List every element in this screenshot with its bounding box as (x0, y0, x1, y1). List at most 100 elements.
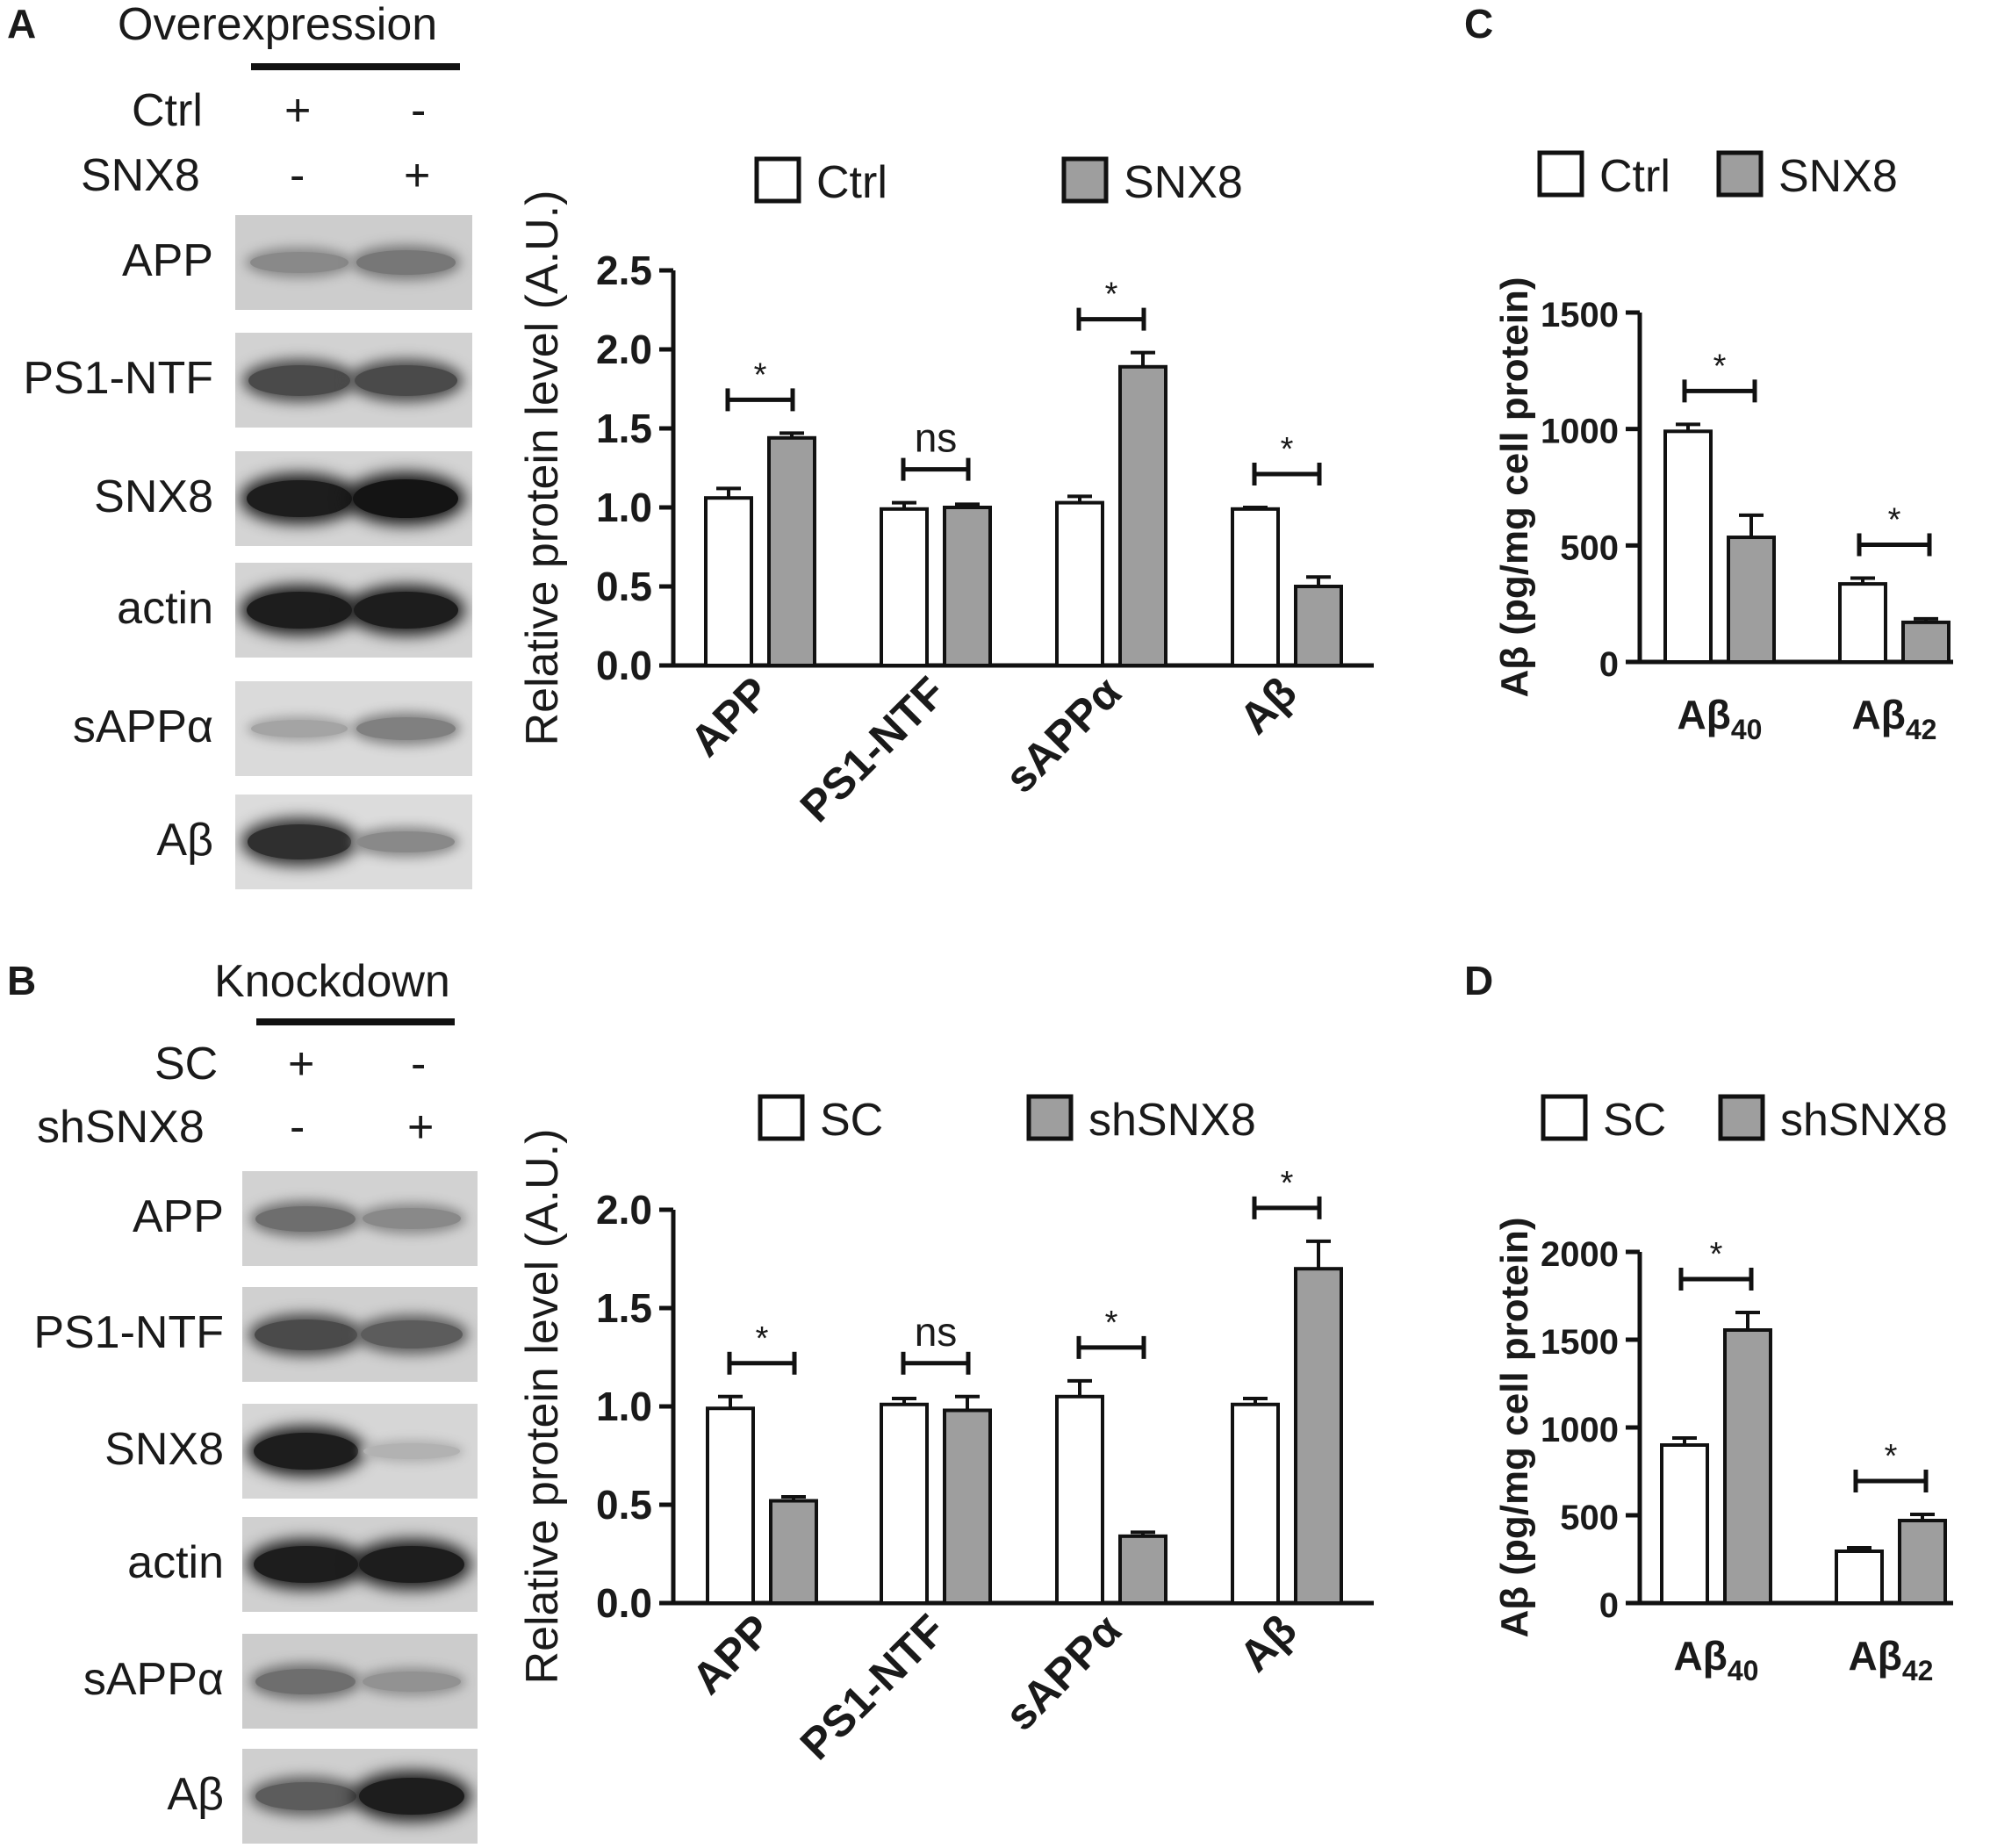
category-label: Aβ40 (1677, 692, 1763, 745)
blot-band (356, 831, 456, 853)
bar-ctrl (1663, 429, 1713, 664)
significance-mark: * (1713, 348, 1727, 385)
category-label: APP (682, 1605, 780, 1703)
legend-label: SC (820, 1095, 883, 1146)
legend-swatch (1026, 1094, 1074, 1141)
y-tick-label: 1.5 (596, 406, 652, 451)
bar-ctrl (704, 496, 753, 668)
legend-label: Ctrl (1599, 151, 1670, 202)
y-tick-label: 0.0 (596, 1580, 652, 1626)
blot-strip (235, 795, 472, 889)
blot-label-actin: actin (117, 583, 213, 634)
bar-snx8 (1901, 620, 1950, 664)
legend-swatch (754, 156, 801, 204)
row-label-b-1: shSNX8 (37, 1102, 205, 1153)
legend-swatch (1716, 150, 1764, 198)
legend-label: Ctrl (816, 157, 887, 208)
bar-shsnx8 (1294, 1267, 1343, 1605)
category-label: Aβ (1230, 1605, 1306, 1681)
bar-ctrl (880, 507, 929, 667)
category-label: APP (680, 667, 779, 766)
blot-band (250, 720, 348, 737)
blot-strip (235, 333, 472, 428)
row-a-1-lane-2: + (404, 150, 431, 201)
bar-sc (706, 1406, 755, 1605)
legend-swatch (1541, 1094, 1588, 1141)
category-label: Aβ (1230, 667, 1306, 744)
bar-sc (1231, 1402, 1280, 1606)
bar-shsnx8 (769, 1499, 818, 1606)
significance-mark: * (1710, 1236, 1723, 1273)
y-tick-label: 0.5 (596, 564, 652, 609)
bar-shsnx8 (1898, 1519, 1947, 1605)
row-a-0-lane-1: + (284, 85, 312, 136)
bar-sc (1835, 1550, 1884, 1605)
blot-label-ps1-ntf: PS1-NTF (23, 353, 213, 404)
bar-snx8 (943, 506, 992, 667)
bar-sc (1660, 1443, 1709, 1605)
category-label: PS1-NTF (791, 1605, 955, 1769)
y-tick-label: 1.5 (596, 1285, 652, 1331)
blot-strip (235, 215, 472, 310)
y-tick-label: 0 (1599, 1586, 1619, 1625)
blot-label-a-: Aβ (167, 1769, 224, 1820)
panel-letter-b: B (7, 958, 37, 1003)
bar-snx8 (1727, 536, 1776, 665)
blot-label-actin: actin (127, 1537, 224, 1588)
significance-mark: * (1105, 277, 1118, 313)
row-b-0-lane-2: - (411, 1039, 427, 1089)
bar-snx8 (1294, 585, 1343, 667)
legend-swatch (758, 1094, 805, 1141)
row-label-b-0: SC (154, 1039, 219, 1089)
blot-strip (235, 451, 472, 546)
y-tick-label: 1500 (1541, 1323, 1619, 1362)
blot-band (359, 1777, 464, 1816)
blot-band (353, 479, 459, 518)
legend-label: SC (1603, 1095, 1666, 1146)
y-axis-label: Relative protein level (A.U.) (517, 1129, 568, 1685)
condition-label-b: Knockdown (214, 956, 450, 1007)
legend-swatch (1718, 1094, 1765, 1141)
y-tick-label: 1500 (1541, 296, 1619, 334)
y-tick-label: 2.0 (596, 327, 652, 372)
blot-band (362, 1207, 462, 1230)
y-tick-label: 0.0 (596, 643, 652, 688)
blot-band (249, 251, 348, 274)
category-label: Aβ42 (1852, 692, 1937, 745)
blot-band (253, 1545, 359, 1584)
row-label-a-0: Ctrl (132, 85, 203, 136)
y-tick-label: 2.0 (596, 1187, 652, 1233)
bar-shsnx8 (1723, 1328, 1772, 1605)
y-tick-label: 1.0 (596, 485, 652, 530)
blot-label-snx8: SNX8 (94, 471, 213, 522)
blot-strip (235, 563, 472, 658)
blot-strip (242, 1749, 478, 1844)
blot-band (247, 591, 352, 629)
significance-mark: * (1105, 1305, 1118, 1341)
y-tick-label: 2000 (1541, 1235, 1619, 1274)
blot-band (255, 1782, 356, 1810)
blot-strip (242, 1517, 478, 1612)
condition-label-a: Overexpression (118, 0, 438, 50)
y-axis-label: Aβ (pg/mg cell protein) (1493, 277, 1536, 697)
bar-sc (1055, 1394, 1104, 1606)
chart-B-bar: 0.0 0.5 1.0 1.5 2.0 Relative protein level (A… (517, 1094, 1374, 1769)
legend-swatch (1537, 150, 1584, 198)
blot-label-sapp-: sAPPα (83, 1654, 224, 1705)
condition-bar-a (251, 63, 460, 70)
legend-label: SNX8 (1124, 157, 1243, 208)
significance-mark: * (1888, 501, 1901, 538)
significance-mark: * (756, 1320, 769, 1357)
blot-band (361, 1320, 463, 1348)
blot-band (356, 717, 456, 740)
y-tick-label: 0 (1599, 645, 1619, 684)
blot-label-sapp-: sAPPα (72, 701, 213, 752)
bar-sc (880, 1402, 929, 1606)
blot-band (363, 1443, 460, 1459)
legend-label: shSNX8 (1780, 1095, 1948, 1146)
significance-mark: ns (915, 1309, 958, 1355)
blot-band (247, 824, 351, 859)
row-label-a-1: SNX8 (81, 150, 200, 201)
